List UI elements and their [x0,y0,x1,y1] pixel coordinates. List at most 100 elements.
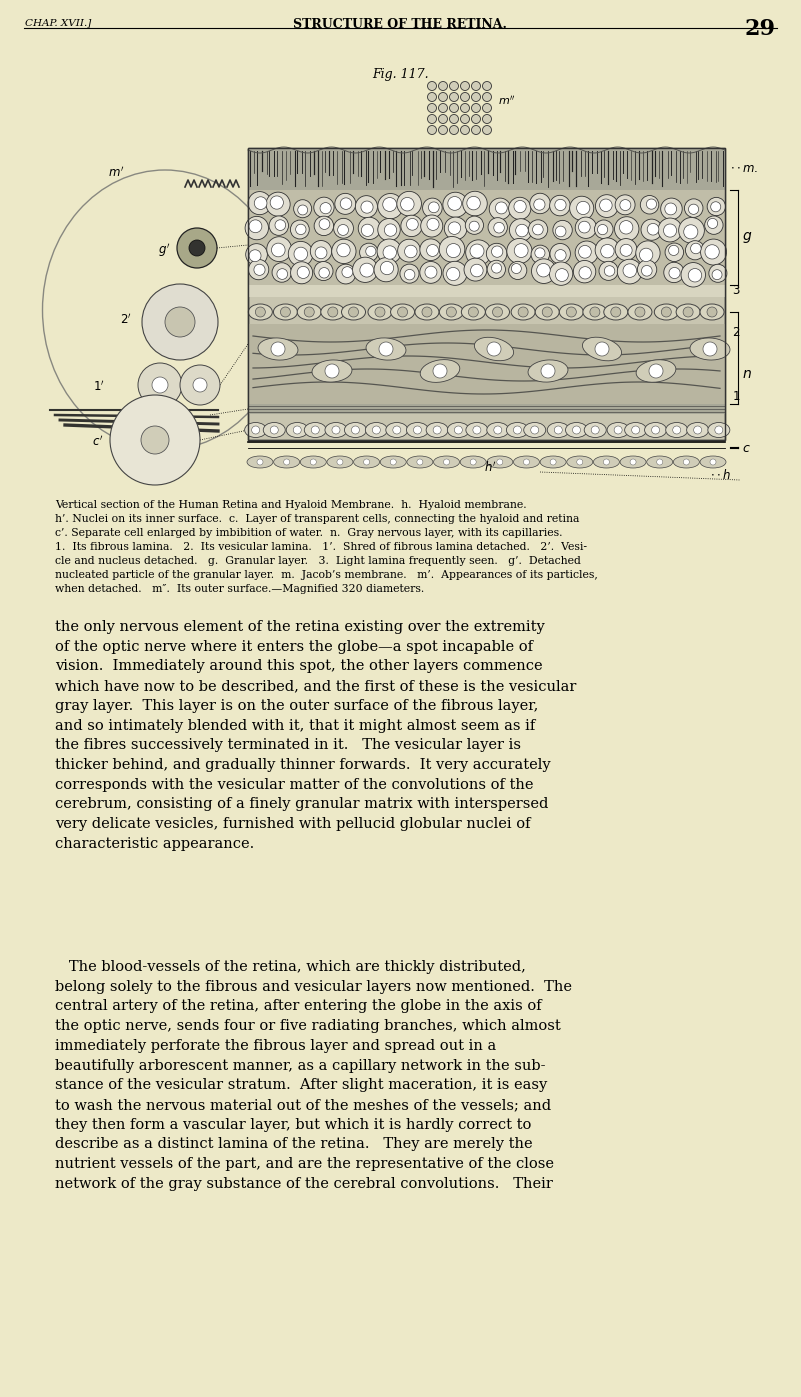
Circle shape [383,246,396,260]
Circle shape [142,284,218,360]
Text: Fig. 117.: Fig. 117. [372,68,429,81]
Circle shape [573,426,581,434]
Circle shape [406,218,418,231]
Ellipse shape [264,422,285,437]
Bar [248,324,725,404]
Ellipse shape [636,360,676,383]
Circle shape [635,307,645,317]
Circle shape [428,115,437,123]
Circle shape [254,197,267,210]
Circle shape [377,239,401,264]
Circle shape [537,264,550,277]
Ellipse shape [566,422,587,437]
Bar [248,148,725,190]
Circle shape [630,460,636,465]
Circle shape [620,244,632,256]
Circle shape [553,221,572,240]
Circle shape [443,193,468,218]
Text: The blood-vessels of the retina, which are thickly distributed,
belong solely to: The blood-vessels of the retina, which a… [55,960,572,1190]
Ellipse shape [487,422,509,437]
Circle shape [284,460,290,465]
Circle shape [591,426,599,434]
Circle shape [446,307,457,317]
Circle shape [497,460,503,465]
Circle shape [513,426,521,434]
Circle shape [337,225,348,235]
Circle shape [470,460,476,465]
Circle shape [336,264,356,284]
Bar [248,404,725,414]
Ellipse shape [461,455,486,468]
Circle shape [665,203,677,215]
Ellipse shape [286,422,308,437]
Circle shape [683,307,693,317]
Circle shape [433,365,447,379]
Circle shape [689,204,698,214]
Circle shape [449,92,458,102]
Text: $2'$: $2'$ [120,313,132,327]
Circle shape [245,217,268,240]
Circle shape [493,426,501,434]
Circle shape [472,115,481,123]
Circle shape [445,217,467,240]
Circle shape [712,270,722,279]
Circle shape [555,226,566,237]
Text: $m''$: $m''$ [498,94,516,106]
Circle shape [703,342,717,356]
Circle shape [390,460,396,465]
Circle shape [614,426,622,434]
Ellipse shape [559,305,583,320]
Circle shape [438,126,448,134]
Circle shape [555,200,566,211]
Ellipse shape [440,305,463,320]
Circle shape [516,225,528,237]
Circle shape [707,197,726,215]
Circle shape [269,217,288,235]
Ellipse shape [300,455,326,468]
Ellipse shape [487,455,513,468]
Circle shape [590,307,600,317]
Ellipse shape [594,455,619,468]
Text: $c$: $c$ [742,441,751,454]
Circle shape [488,218,507,237]
Ellipse shape [511,305,535,320]
Circle shape [372,426,380,434]
Text: STRUCTURE OF THE RETINA.: STRUCTURE OF THE RETINA. [293,18,507,31]
Circle shape [482,92,492,102]
Circle shape [270,426,278,434]
Circle shape [248,191,272,215]
Circle shape [524,460,529,465]
Circle shape [482,126,492,134]
Circle shape [632,426,640,434]
Circle shape [446,243,461,257]
Circle shape [710,201,721,212]
Ellipse shape [513,455,539,468]
Ellipse shape [448,422,469,437]
Circle shape [315,247,327,258]
Circle shape [378,218,400,242]
Ellipse shape [708,422,730,437]
Ellipse shape [248,305,272,320]
Circle shape [193,379,207,393]
Circle shape [320,203,332,214]
Circle shape [684,198,703,218]
Circle shape [663,224,677,237]
Circle shape [550,243,570,264]
Text: the only nervous element of the retina existing over the extremity
of the optic : the only nervous element of the retina e… [55,620,577,851]
Ellipse shape [244,422,267,437]
Circle shape [266,193,290,217]
Circle shape [514,200,526,212]
Circle shape [141,426,169,454]
Circle shape [364,460,369,465]
Ellipse shape [366,338,406,360]
Ellipse shape [567,455,593,468]
Circle shape [472,126,481,134]
Circle shape [604,265,615,277]
Ellipse shape [628,305,652,320]
Circle shape [272,263,292,282]
Ellipse shape [583,305,607,320]
Circle shape [180,365,220,405]
Text: $m'$: $m'$ [108,166,124,180]
Circle shape [657,460,662,465]
Circle shape [472,103,481,113]
